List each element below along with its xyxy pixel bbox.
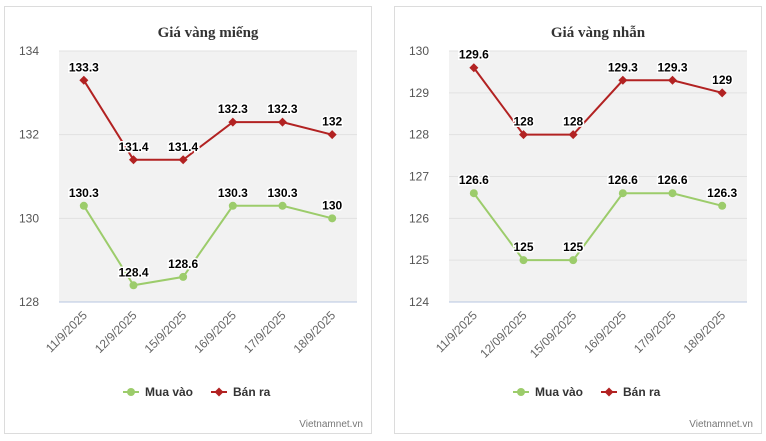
data-label: 130 [322,198,342,212]
x-tick-label: 16/9/2025 [581,308,629,356]
legend-marker [604,387,614,397]
data-point [328,214,337,223]
data-label: 132.3 [267,102,297,116]
data-point [278,201,287,210]
y-tick-label: 128 [19,295,39,309]
data-label: 125 [563,240,583,254]
data-point [179,272,188,281]
y-tick-label: 127 [409,170,429,184]
series-line [473,192,723,262]
x-tick-label: 15/9/2025 [142,308,190,356]
y-tick-label: 124 [409,295,429,309]
data-point [717,88,727,98]
chart-panel-gold-bar: 128 130 132 134 Giá vàng miếng 11/9/2025 12/9/… [4,6,372,434]
data-label: 126.6 [608,173,638,187]
data-point [618,75,628,85]
data-point [178,155,188,165]
data-label: 131.4 [168,140,198,154]
y-tick-label: 128 [409,128,429,142]
chart-title: Giá vàng nhẫn [551,25,646,41]
plot-area [59,51,357,302]
series-line [82,204,333,287]
data-point [519,130,528,140]
source-credit: Vietnamnet.vn [299,419,363,430]
data-point [129,281,138,290]
y-tick-label: 130 [19,211,39,225]
chart-panel-gold-ring: 124 125 126 127 128 129 130 Giá vàng nhẫn 11/9/2… [394,6,762,434]
data-point [519,256,528,265]
x-tick-label: 17/9/2025 [241,308,289,356]
data-label: 131.4 [118,140,148,154]
y-tick-label: 130 [409,44,429,58]
data-label: 128 [563,115,583,129]
y-tick-label: 132 [19,128,39,142]
data-label: 130.3 [267,186,297,200]
data-point [668,75,677,85]
legend-marker [127,388,135,396]
data-label: 129.3 [657,60,687,74]
data-point [568,130,578,140]
x-tick-label: 11/9/2025 [433,308,480,355]
data-label: 129.3 [608,60,638,74]
data-label: 132 [322,115,342,129]
series-line [473,67,723,136]
data-label: 129 [712,73,732,87]
legend-label: Mua vào [145,385,193,399]
data-point [718,201,727,210]
y-tick-label: 134 [19,44,39,58]
legend-label: Mua vào [535,385,583,399]
data-point [469,63,479,73]
data-label: 133.3 [69,60,99,74]
x-tick-label: 16/9/2025 [191,308,239,356]
data-point [469,189,478,198]
data-point [569,256,578,265]
legend-label: Bán ra [623,385,661,399]
x-tick-label: 12/09/2025 [477,308,530,361]
data-point [228,117,238,127]
data-point [668,189,677,198]
y-tick-label: 125 [409,253,429,267]
data-label: 126.6 [657,173,687,187]
data-label: 128.4 [118,265,148,279]
data-point [79,75,89,85]
source-credit: Vietnamnet.vn [689,419,753,430]
x-tick-label: 12/9/2025 [92,308,140,356]
x-tick-label: 15/09/2025 [527,308,580,361]
data-point [228,201,237,210]
legend-label: Bán ra [233,385,271,399]
data-point [79,201,88,210]
x-tick-label: 18/9/2025 [291,308,339,356]
data-point [129,155,138,165]
chart-svg: 124 125 126 127 128 129 130 Giá vàng nhẫn 11/9/2… [409,25,753,430]
series-line [82,79,333,161]
data-point [327,130,337,140]
data-point [278,117,287,127]
data-label: 128 [513,115,533,129]
data-label: 130.3 [218,186,248,200]
data-label: 129.6 [459,48,489,62]
data-label: 130.3 [69,186,99,200]
chart-svg: 128 130 132 134 Giá vàng miếng 11/9/2025 12/9/… [19,25,363,430]
y-tick-label: 126 [409,211,429,225]
data-label: 125 [513,240,533,254]
data-label: 128.6 [168,257,198,271]
x-tick-label: 11/9/2025 [43,308,90,355]
y-tick-label: 129 [409,86,429,100]
x-tick-label: 18/9/2025 [681,308,729,356]
legend-marker [214,387,224,397]
data-label: 132.3 [218,102,248,116]
data-label: 126.6 [459,173,489,187]
legend-marker [517,388,525,396]
data-point [618,189,627,198]
data-label: 126.3 [707,186,737,200]
chart-title: Giá vàng miếng [158,25,259,41]
x-tick-label: 17/9/2025 [631,308,679,356]
